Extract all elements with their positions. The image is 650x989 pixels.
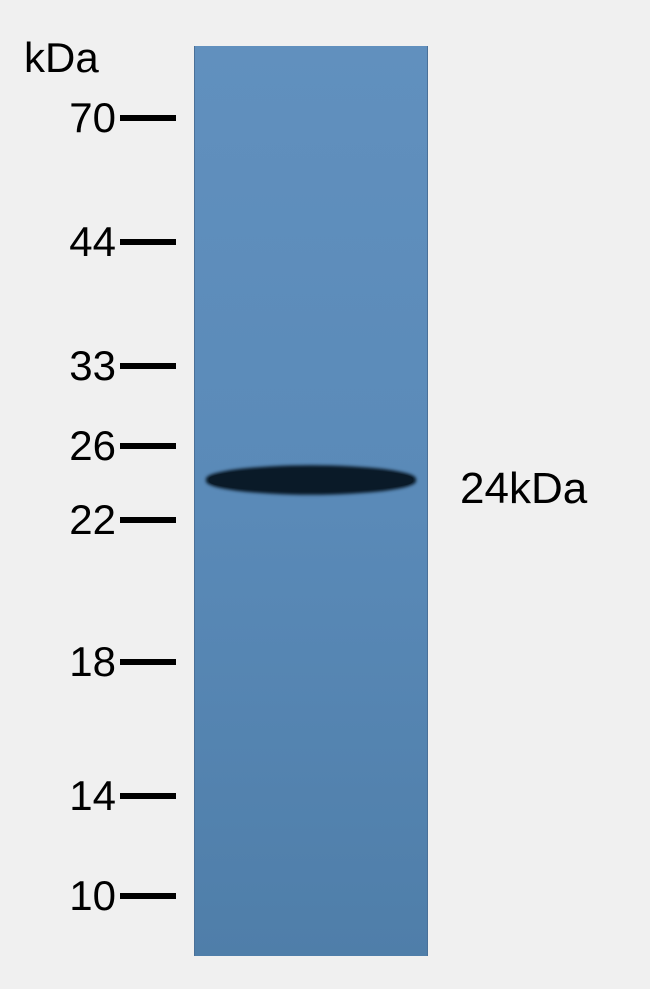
marker-label: 33 — [69, 342, 116, 390]
marker-tick — [120, 363, 176, 369]
marker-tick — [120, 893, 176, 899]
marker-tick — [120, 517, 176, 523]
marker-label: 44 — [69, 218, 116, 266]
marker-label: 18 — [69, 638, 116, 686]
axis-title: kDa — [24, 34, 99, 82]
marker-tick — [120, 659, 176, 665]
marker-label: 22 — [69, 496, 116, 544]
marker-label: 26 — [69, 422, 116, 470]
marker-tick — [120, 443, 176, 449]
marker-tick — [120, 793, 176, 799]
marker-tick — [120, 115, 176, 121]
marker-tick — [120, 239, 176, 245]
marker-label: 70 — [69, 94, 116, 142]
blot-lane — [194, 46, 428, 956]
marker-label: 10 — [69, 872, 116, 920]
protein-band — [209, 469, 413, 492]
marker-label: 14 — [69, 772, 116, 820]
detected-band-label: 24kDa — [460, 464, 587, 514]
blot-container: kDa 24kDa 70 44 33 26 22 18 14 10 — [0, 0, 650, 989]
